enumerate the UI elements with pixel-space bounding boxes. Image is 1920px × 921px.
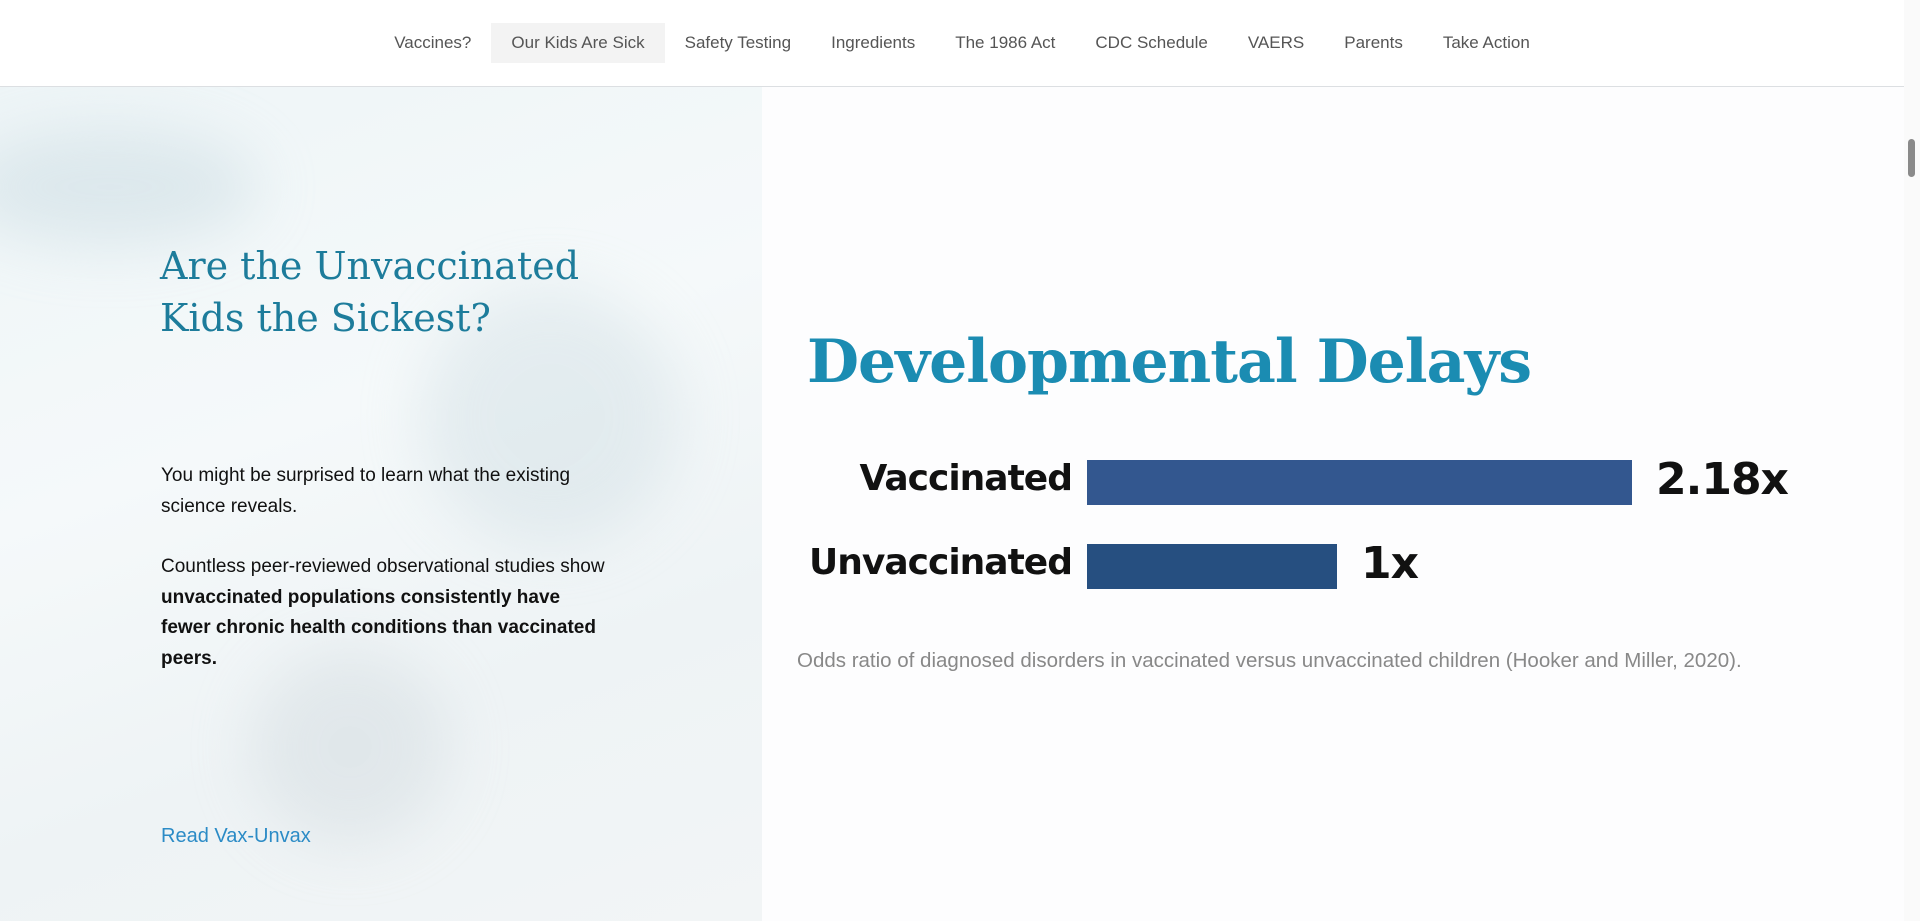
nav-item-the-1986-act[interactable]: The 1986 Act [955,33,1056,52]
background-image [0,127,260,247]
intro-panel: Are the Unvaccinated Kids the Sickest? Y… [0,87,762,921]
category-label: Unvaccinated [809,542,1073,583]
chart-panel: Developmental Delays Vaccinated 2.18x Unva… [762,87,1904,921]
studies-paragraph: Countless peer-reviewed observational st… [161,552,611,674]
studies-emphasis: unvaccinated populations consistently ha… [161,586,596,669]
bar-vaccinated [1087,460,1632,505]
section-heading: Are the Unvaccinated Kids the Sickest? [160,244,580,340]
nav-item-safety-testing[interactable]: Safety Testing [684,33,792,52]
nav-menu: Vaccines? Our Kids Are Sick Safety Testing… [374,23,1550,63]
intro-paragraph: You might be surprised to learn what the… [161,465,571,517]
scrollbar-thumb[interactable] [1908,139,1915,177]
nav-item-parents[interactable]: Parents [1344,33,1403,52]
background-image [250,647,450,847]
chart-caption: Odds ratio of diagnosed disorders in vac… [797,649,1742,672]
nav-item-vaccines[interactable]: Vaccines? [394,33,472,52]
nav-item-our-kids-are-sick[interactable]: Our Kids Are Sick [491,23,665,63]
top-nav: Vaccines? Our Kids Are Sick Safety Testing… [0,0,1904,87]
category-label: Vaccinated [859,458,1073,499]
scrollbar[interactable] [1904,0,1920,921]
value-label: 2.18x [1656,454,1789,505]
read-vax-unvax-link[interactable]: Read Vax-Unvax [161,825,311,847]
nav-item-take-action[interactable]: Take Action [1442,33,1530,52]
chart-title: Developmental Delays [807,327,1532,397]
background-image [420,287,680,547]
nav-item-vaers[interactable]: VAERS [1247,33,1305,52]
studies-text: Countless peer-reviewed observational st… [161,556,605,577]
nav-item-cdc-schedule[interactable]: CDC Schedule [1095,33,1208,52]
bar-unvaccinated [1087,544,1337,589]
value-label: 1x [1361,538,1419,589]
nav-item-ingredients[interactable]: Ingredients [831,33,916,52]
